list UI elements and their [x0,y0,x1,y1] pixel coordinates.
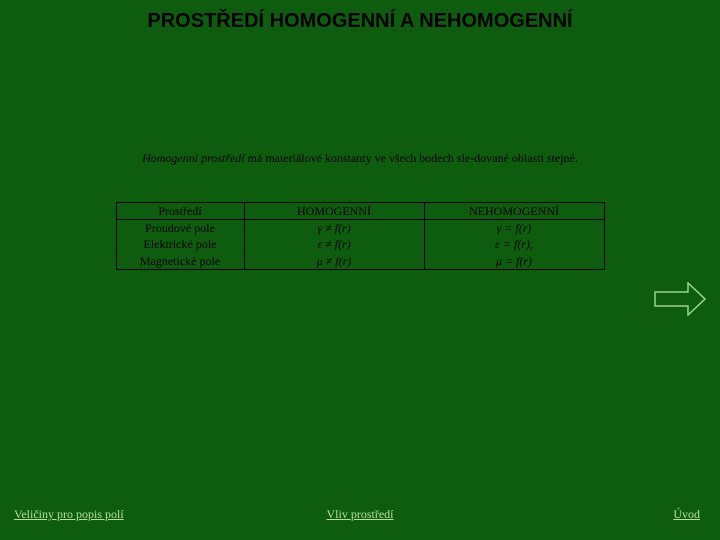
table-row: Proudové pole γ ≠ f(r) γ = f(r) [116,220,604,237]
arrow-right-icon [655,283,705,315]
table-cell: γ = f(r) [424,220,604,237]
table-row: Magnetické pole μ ≠ f(r) μ = f(r) [116,253,604,270]
next-arrow[interactable] [654,282,706,316]
description-italic: Homogenní prostředí [142,151,245,165]
table-header-cell: HOMOGENNÍ [244,203,424,220]
properties-table: Prostředí HOMOGENNÍ NEHOMOGENNÍ Proudové… [116,202,605,270]
description-rest: má materiálové konstanty ve všech bodech… [245,151,578,165]
footer-link-right[interactable]: Úvod [673,507,700,522]
table-cell: Magnetické pole [116,253,244,270]
table-container: Prostředí HOMOGENNÍ NEHOMOGENNÍ Proudové… [0,202,720,270]
page-title: PROSTŘEDÍ HOMOGENNÍ A NEHOMOGENNÍ [0,0,720,33]
table-cell: μ = f(r) [424,253,604,270]
table-cell: γ ≠ f(r) [244,220,424,237]
table-header-row: Prostředí HOMOGENNÍ NEHOMOGENNÍ [116,203,604,220]
table-cell: Proudové pole [116,220,244,237]
table-cell: μ ≠ f(r) [244,253,424,270]
footer-nav: Veličiny pro popis polí Vliv prostředí Ú… [0,507,720,522]
table-header-cell: NEHOMOGENNÍ [424,203,604,220]
slide: PROSTŘEDÍ HOMOGENNÍ A NEHOMOGENNÍ Homoge… [0,0,720,540]
footer-link-left[interactable]: Veličiny pro popis polí [14,507,124,522]
table-row: Elektrické pole ε ≠ f(r) ε = f(r), [116,236,604,252]
description-text: Homogenní prostředí má materiálové konst… [0,151,720,166]
table-cell: ε = f(r), [424,236,604,252]
table-cell: Elektrické pole [116,236,244,252]
table-cell: ε ≠ f(r) [244,236,424,252]
table-header-cell: Prostředí [116,203,244,220]
footer-link-center[interactable]: Vliv prostředí [327,507,394,522]
